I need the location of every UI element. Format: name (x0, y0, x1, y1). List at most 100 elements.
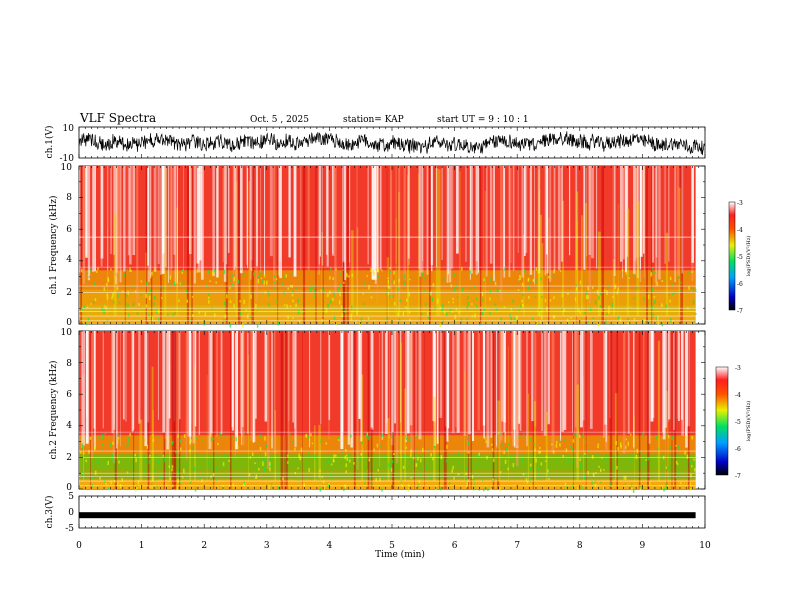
spec-streak (122, 331, 125, 420)
spec-streak (374, 166, 377, 284)
spec-streak (559, 331, 562, 441)
spec-speck (242, 432, 245, 436)
spec-speck (273, 281, 275, 285)
spec-speck (528, 295, 530, 299)
spec-speck (325, 308, 328, 313)
spec-streak (579, 331, 583, 428)
spec-streak (370, 331, 373, 428)
spec-streak (429, 166, 431, 324)
ch2-spectrogram-ylabel: ch.2 Frequency (kHz) (48, 361, 59, 460)
spec-streak (132, 166, 136, 256)
spec-speck (178, 299, 180, 303)
spec-speck (93, 446, 96, 451)
spec-speck (250, 268, 253, 272)
spec-speck (387, 285, 390, 289)
spec-speck (292, 317, 294, 320)
spec-speck (492, 271, 495, 275)
spec-speck (633, 297, 635, 300)
spec-speck (171, 441, 173, 446)
spec-streak (414, 331, 415, 489)
spec-speck (332, 458, 335, 463)
spec-streak (582, 331, 585, 421)
spec-speck (273, 275, 275, 278)
spec-band (79, 435, 696, 455)
spec-speck (453, 477, 455, 480)
spec-speck (535, 267, 538, 271)
spec-speck (620, 445, 622, 449)
spec-speck (113, 459, 115, 463)
spec-streak (113, 331, 116, 430)
spec-streak (111, 331, 114, 434)
spec-speck (390, 280, 393, 283)
spec-speck (360, 317, 363, 321)
spec-streak (232, 166, 235, 286)
spec-speck (398, 318, 401, 322)
spec-speck (370, 481, 373, 485)
spec-streak (237, 166, 241, 324)
spec-speck (161, 297, 163, 299)
spec-speck (540, 277, 542, 281)
spec-speck (212, 271, 214, 276)
spec-speck (340, 272, 342, 276)
spec-speck (210, 437, 213, 442)
spec-streak (463, 331, 467, 437)
spec-speck (526, 481, 529, 484)
spec-streak (537, 166, 541, 274)
spec-streak (189, 331, 191, 445)
spec-speck (335, 454, 337, 457)
ch3-ytick-m5: -5 (65, 524, 74, 534)
spec-streak (619, 166, 623, 262)
date-label: Oct. 5 , 2025 (250, 115, 309, 125)
ch2-cbar-tick-m7: -7 (735, 473, 741, 480)
spec-speck (169, 477, 172, 480)
spec-speck (209, 280, 211, 283)
spec-speck (657, 315, 659, 320)
time-tick-label-0: 0 (76, 541, 82, 551)
spec-streak (533, 401, 537, 482)
spec-streak (131, 331, 134, 432)
spec-speck (624, 445, 627, 449)
spec-speck (414, 452, 417, 457)
spec-speck (350, 434, 352, 438)
spec-streak (157, 331, 159, 420)
spec-streak (389, 331, 390, 439)
spec-streak (216, 166, 219, 278)
spec-speck (613, 466, 615, 470)
spec-streak (512, 331, 516, 430)
spec-speck (96, 458, 98, 464)
spec-streak (418, 173, 420, 317)
spec-speck (521, 299, 523, 303)
time-tick-label-5: 5 (389, 541, 395, 551)
spec-speck (505, 447, 508, 452)
spec-speck (619, 317, 622, 323)
spec-streak (508, 166, 511, 278)
spec-speck (181, 269, 184, 272)
spec-streak (510, 166, 512, 264)
spec-streak (538, 169, 541, 317)
spec-speck (129, 267, 131, 272)
spec-speck (117, 437, 120, 440)
spec-streak (386, 331, 388, 424)
spec-streak (198, 166, 202, 261)
spec-streak (260, 166, 262, 273)
spec-speck (598, 295, 600, 301)
spec-streak (322, 166, 324, 324)
spec-speck (409, 438, 411, 441)
spec-speck (327, 293, 329, 297)
spec-speck (584, 311, 586, 314)
spec-streak (438, 169, 441, 317)
spec-streak (633, 331, 635, 444)
spec-speck (654, 300, 656, 304)
spec-speck (287, 315, 289, 319)
spec-speck (387, 291, 390, 296)
spec-speck (455, 308, 458, 311)
spec-speck (127, 291, 129, 296)
spec-speck (632, 453, 635, 458)
spec-speck (639, 487, 642, 490)
spec-streak (351, 230, 354, 317)
spec-streak (151, 366, 154, 482)
spec-speck (547, 469, 549, 473)
spec-speck (248, 473, 251, 477)
spec-speck (668, 294, 671, 296)
spec-speck (342, 474, 345, 478)
